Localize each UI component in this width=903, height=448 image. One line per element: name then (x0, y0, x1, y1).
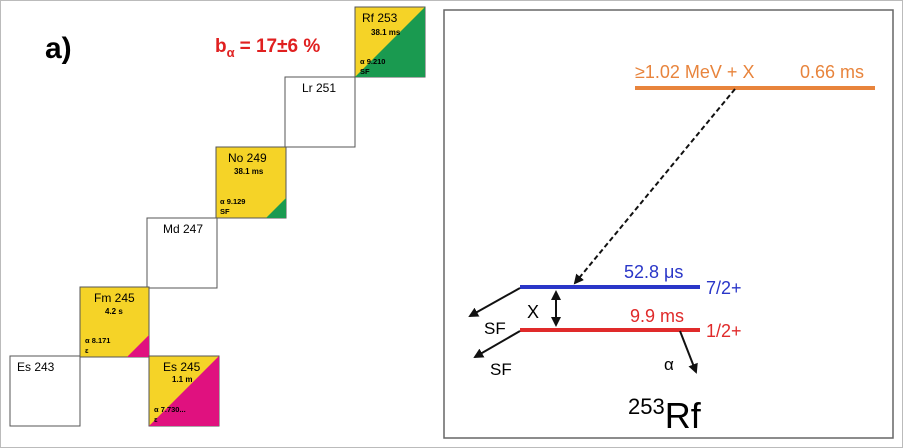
nuclide-name: Rf 253 (362, 11, 398, 25)
half-life: 4.2 s (105, 307, 123, 316)
alpha-label: α (664, 355, 674, 374)
b-symbol: b (215, 36, 227, 57)
sf-label: SF (490, 360, 512, 379)
alpha-arrow (679, 330, 698, 374)
nuclide-name: Es 243 (17, 360, 55, 374)
decay: SF (360, 67, 370, 76)
half-life: 1.1 m (172, 375, 192, 384)
panel-frame (443, 9, 894, 439)
decay: α 9.129 (220, 197, 245, 206)
sf-arrow (468, 287, 521, 317)
decay: SF (220, 207, 230, 216)
nuclide-box: Es 245 1.1 m α 7.730... ε (148, 355, 220, 427)
level-halflife: 52.8 μs (624, 262, 683, 282)
b-value: = 17±6 % (240, 36, 321, 57)
nuclide-name: Es 245 (163, 360, 201, 374)
decay: α 8.171 (85, 336, 110, 345)
nuclide-box: Fm 245 4.2 s α 8.171 ε (79, 286, 150, 358)
nuclide-box: Es 243 (9, 355, 81, 427)
b-subscript: α (227, 45, 235, 60)
decay: ε (85, 346, 89, 355)
nuclide-name: Lr 251 (302, 81, 336, 95)
level-spin: 1/2+ (706, 321, 742, 341)
isomer-energy: ≥1.02 MeV + X (635, 62, 754, 82)
decay: ε (154, 415, 158, 424)
nuclide-name: Fm 245 (94, 291, 135, 305)
nuclide-box: Lr 251 (284, 76, 356, 148)
half-life: 38.1 ms (371, 28, 401, 37)
nucleus: 253Rf (628, 394, 702, 436)
panel-label: a) (45, 32, 72, 65)
branching-ratio: bα = 17±6 % (215, 36, 320, 60)
half-life: 38.1 ms (234, 167, 264, 176)
decay: α 9.210 (360, 57, 385, 66)
sf-arrow (473, 330, 521, 359)
nuclide-name: Md 247 (163, 222, 203, 236)
x-label: X (527, 302, 539, 322)
decay: α 7.730... (154, 405, 186, 414)
nuclide-box: Md 247 (146, 217, 218, 289)
sf-label: SF (484, 319, 506, 338)
mass-number: 253 (628, 394, 665, 419)
nuclide-name: No 249 (228, 151, 267, 165)
level-halflife: 9.9 ms (630, 306, 684, 326)
nuclide-box: Rf 253 38.1 ms α 9.210 SF (354, 6, 426, 78)
element-symbol: Rf (665, 395, 702, 436)
decay-arrow (573, 88, 736, 285)
level-spin: 7/2+ (706, 278, 742, 298)
nuclide-box: No 249 38.1 ms α 9.129 SF (215, 146, 287, 219)
isomer-halflife: 0.66 ms (800, 62, 864, 82)
